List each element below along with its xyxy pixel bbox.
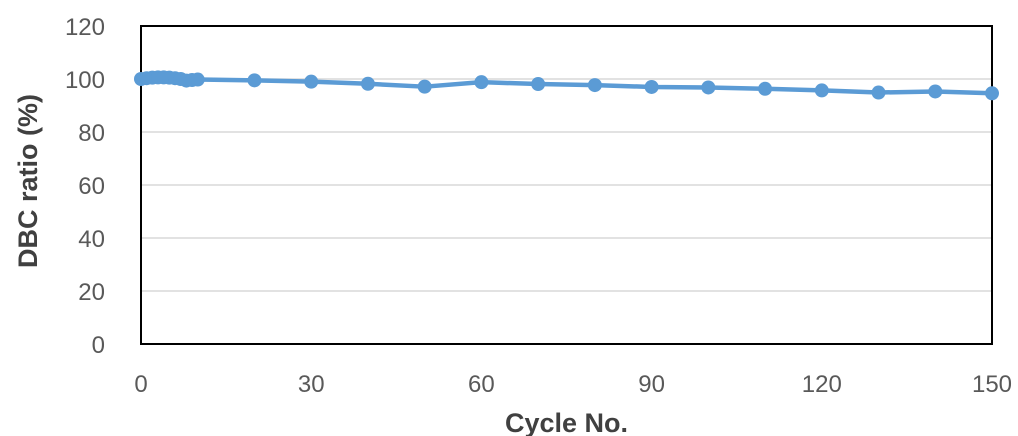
y-tick-labels: 0 20 40 60 80 100 120	[65, 14, 105, 359]
gridlines	[141, 78, 992, 292]
y-tick-label: 100	[65, 67, 105, 94]
y-tick-label: 20	[78, 279, 105, 306]
data-point	[474, 75, 489, 90]
data-point	[814, 83, 829, 98]
data-point	[247, 73, 262, 88]
x-tick-label: 120	[802, 371, 842, 398]
x-tick-label: 150	[972, 371, 1012, 398]
data-point	[758, 81, 773, 96]
y-tick-label: 80	[78, 120, 105, 147]
data-point	[360, 76, 375, 91]
data-point	[190, 72, 205, 87]
data-point	[701, 80, 716, 95]
data-point	[304, 74, 319, 89]
data-point	[985, 86, 999, 101]
x-tick-label: 30	[298, 371, 325, 398]
plot-frame	[140, 25, 993, 345]
y-tick-label: 120	[65, 14, 105, 41]
x-tick-label: 90	[638, 371, 665, 398]
series-line	[140, 75, 993, 96]
y-tick-label: 40	[78, 226, 105, 253]
y-tick-label: 60	[78, 173, 105, 200]
y-tick-label: 0	[92, 332, 105, 359]
x-tick-labels: 0 30 60 90 120 150	[134, 371, 1012, 398]
x-tick-label: 0	[134, 371, 147, 398]
series-layer	[134, 70, 999, 101]
x-axis-title: Cycle No.	[505, 408, 628, 436]
data-point	[871, 85, 886, 100]
data-point	[928, 84, 943, 99]
data-point	[417, 79, 432, 94]
data-point	[644, 79, 659, 94]
data-point	[587, 78, 602, 93]
x-tick-label: 60	[468, 371, 495, 398]
y-axis-title: DBC ratio (%)	[13, 94, 43, 268]
data-point	[531, 77, 546, 92]
